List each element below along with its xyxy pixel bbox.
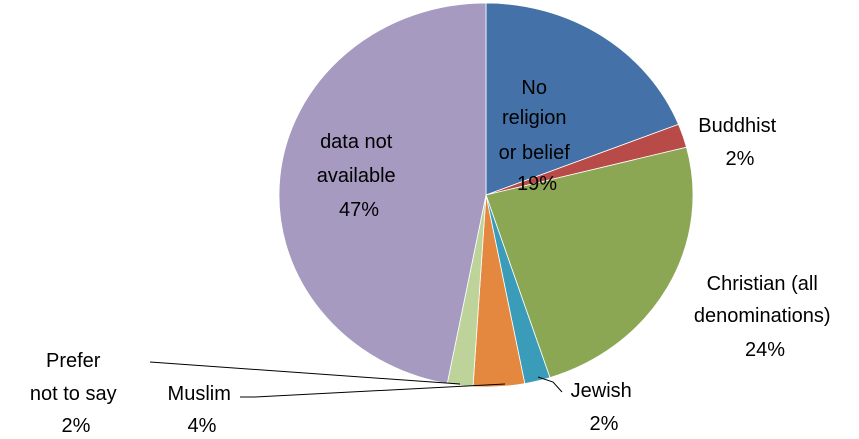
label-muslim: Muslim 4% [168,383,237,437]
leader-line-jewish [537,376,563,393]
pie-slice-no-religion-or-belief [485,2,679,196]
leader-line-muslim [240,383,506,398]
label-buddhist: Buddhist 2% [698,115,781,170]
pie-slice-data-not-available [278,2,487,385]
label-prefer-not-to-say: Prefer not to say 2% [30,350,122,437]
label-christian: Christian (all denominations) 24% [694,273,836,361]
label-jewish: Jewish 2% [571,380,638,435]
label-no-religion: No religion or belief 19% [499,77,576,195]
pie-slice-christian-all-denominations [485,146,694,379]
label-data-not-available: data not available 47% [317,131,402,221]
leader-line-prefer [149,361,461,385]
pie-slices [278,2,694,388]
